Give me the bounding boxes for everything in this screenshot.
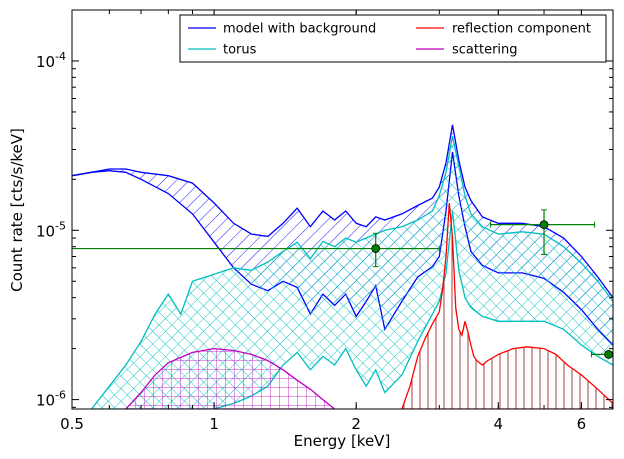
series-layer [72, 124, 613, 409]
y-tick-label-exponent: -4 [55, 50, 66, 63]
data-points-layer [72, 209, 613, 359]
x-tick-label: 6 [577, 415, 587, 433]
series-upper-line-model-with-background [72, 124, 613, 299]
legend-box [179, 14, 607, 63]
legend: model with background reflection compone… [179, 14, 607, 63]
ticks-layer: 0.5 1 2 4 610-610-510-4 [36, 9, 614, 433]
y-tick-label-base: 10 [36, 392, 55, 410]
legend-label-scattering: scattering [452, 43, 518, 58]
legend-label-model-with-background: model with background [223, 22, 376, 37]
series-upper-line-torus [90, 135, 613, 409]
y-tick-label-base: 10 [36, 53, 55, 71]
x-tick-label: 4 [494, 415, 504, 433]
series-band-torus [91, 136, 613, 409]
series-lower-line-torus [91, 210, 613, 409]
legend-label-torus: torus [223, 43, 257, 58]
x-axis-title: Energy [keV] [294, 432, 391, 450]
series-band-reflection-component [401, 203, 613, 409]
y-tick-label: 10-4 [36, 50, 66, 71]
y-axis-title: Count rate [cts/s/keV] [8, 128, 26, 292]
series-upper-line-scattering [125, 347, 336, 409]
data-point-2 [604, 349, 613, 359]
legend-label-reflection-component: reflection component [452, 22, 591, 37]
y-tick-label: 10-5 [36, 219, 66, 240]
data-point-1 [539, 220, 549, 230]
x-tick-label: 1 [209, 415, 219, 433]
series-band-scattering [125, 348, 335, 409]
data-point-0 [371, 244, 381, 253]
series-band-model-with-background [72, 124, 613, 345]
y-tick-label-exponent: -6 [55, 389, 66, 402]
plot-frame [71, 9, 614, 410]
y-tick-label-base: 10 [36, 222, 55, 240]
y-tick-label-exponent: -5 [55, 219, 66, 232]
x-tick-label: 2 [351, 415, 361, 433]
x-tick-label: 0.5 [60, 415, 84, 433]
series-upper-line-reflection-component [401, 202, 613, 409]
y-tick-label: 10-6 [36, 389, 66, 410]
